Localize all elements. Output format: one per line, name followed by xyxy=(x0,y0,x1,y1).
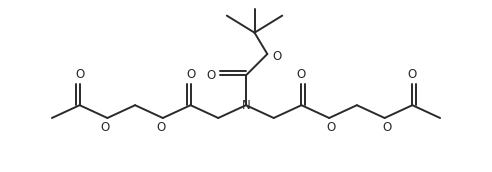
Text: O: O xyxy=(382,121,391,134)
Text: O: O xyxy=(101,121,110,134)
Text: O: O xyxy=(186,68,195,81)
Text: O: O xyxy=(156,121,165,134)
Text: O: O xyxy=(272,50,281,63)
Text: O: O xyxy=(297,68,306,81)
Text: O: O xyxy=(408,68,417,81)
Text: O: O xyxy=(75,68,84,81)
Text: N: N xyxy=(242,99,250,112)
Text: O: O xyxy=(327,121,336,134)
Text: O: O xyxy=(207,69,215,82)
